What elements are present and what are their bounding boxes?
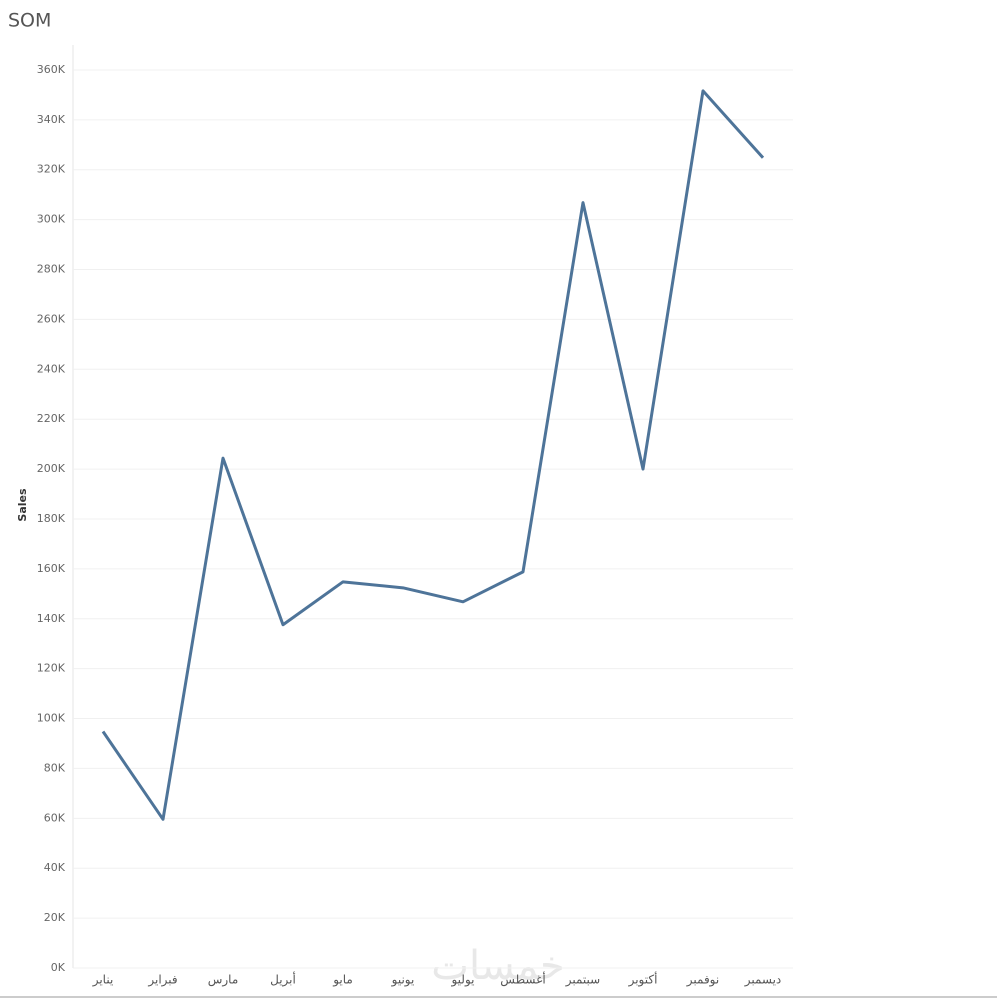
x-tick-label: يونيو (391, 973, 415, 988)
x-tick-label: مايو (332, 973, 353, 988)
y-tick-label: 240K (37, 362, 66, 375)
y-tick-label: 60K (44, 811, 66, 824)
x-tick-label: نوفمبر (686, 973, 719, 988)
watermark: خمسات (431, 943, 564, 989)
y-tick-label: 360K (37, 63, 66, 76)
y-tick-label: 20K (44, 911, 66, 924)
y-tick-label: 120K (37, 662, 66, 675)
x-tick-label: ديسمبر (744, 973, 782, 988)
x-tick-label: يوليو (450, 973, 474, 988)
y-tick-label: 280K (37, 263, 66, 276)
y-tick-label: 100K (37, 712, 66, 725)
y-tick-label: 320K (37, 163, 66, 176)
y-tick-label: 40K (44, 861, 66, 874)
y-tick-label: 340K (37, 113, 66, 126)
line-series (101, 89, 765, 821)
x-tick-label: مارس (208, 973, 239, 988)
y-tick-label: 140K (37, 612, 66, 625)
y-tick-label: 300K (37, 213, 66, 226)
y-tick-label: 260K (37, 312, 66, 325)
y-tick-label: 200K (37, 462, 66, 475)
y-tick-label: 0K (51, 961, 66, 974)
x-tick-label: أبريل (270, 972, 296, 988)
y-tick-label: 80K (44, 761, 66, 774)
y-tick-label: 180K (37, 512, 66, 525)
y-tick-label: 220K (37, 412, 66, 425)
y-tick-label: 160K (37, 562, 66, 575)
x-tick-label: أكتوبر (628, 972, 658, 988)
x-tick-label: فبراير (147, 973, 177, 988)
x-tick-label: أغسطس (500, 972, 545, 988)
x-tick-label: سبتمبر (565, 973, 600, 988)
x-tick-label: يناير (92, 973, 114, 988)
chart-title: SOM (8, 10, 51, 32)
y-axis-label: Sales (16, 488, 29, 522)
